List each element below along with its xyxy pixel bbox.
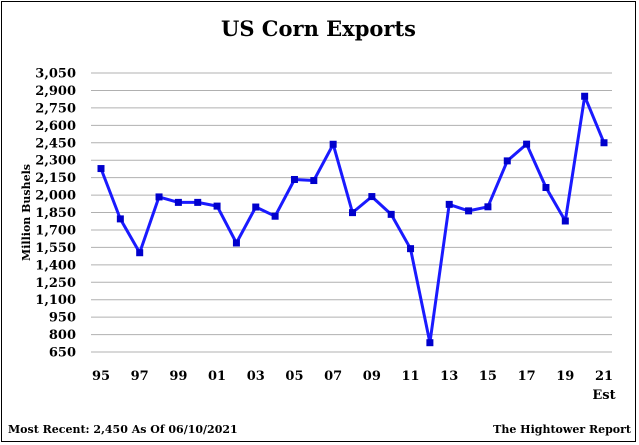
- y-tick-label: 650: [49, 346, 76, 361]
- y-tick-label: 950: [49, 311, 76, 326]
- data-point: [116, 215, 124, 223]
- x-tick-label: 15: [479, 369, 497, 384]
- gridlines: [91, 72, 612, 353]
- x-tick-label: 19: [556, 369, 574, 384]
- y-tick-label: 1,100: [35, 293, 76, 308]
- y-tick-label: 800: [49, 328, 76, 343]
- y-tick-labels: 650 800 950 1,100 1,250 1,400 1,550 1,700 1,850 2…: [35, 67, 76, 361]
- chart-title: US Corn Exports: [221, 16, 416, 41]
- data-point: [252, 203, 260, 211]
- series-line: [99, 94, 606, 345]
- x-tick-label: 03: [247, 369, 265, 384]
- y-tick-label: 2,750: [35, 101, 76, 116]
- data-point: [290, 175, 298, 183]
- y-tick-label: 1,700: [35, 223, 76, 238]
- x-tick-label: 95: [92, 369, 110, 384]
- y-tick-label: 1,250: [35, 276, 76, 291]
- data-point: [271, 212, 279, 220]
- x-tick-label: 99: [169, 369, 187, 384]
- data-point: [310, 177, 318, 185]
- y-tick-label: 1,550: [35, 241, 76, 256]
- y-tick-label: 2,600: [35, 119, 76, 134]
- x-tick-label: 97: [131, 369, 149, 384]
- y-tick-label: 1,850: [35, 206, 76, 221]
- data-point: [368, 193, 376, 201]
- x-tick-label: 17: [518, 369, 536, 384]
- x-tick-label: 21: [595, 369, 613, 384]
- data-point: [97, 165, 105, 173]
- x-tick-label: 09: [363, 369, 381, 384]
- data-point: [407, 245, 415, 253]
- footer-source: The Hightower Report: [493, 423, 631, 436]
- y-tick-label: 3,050: [35, 67, 76, 82]
- data-point: [155, 193, 163, 201]
- data-point: [503, 157, 511, 165]
- y-tick-label: 2,000: [35, 189, 76, 204]
- data-point: [387, 210, 395, 218]
- y-tick-label: 2,150: [35, 171, 76, 186]
- data-point: [349, 209, 356, 217]
- series-layer: [97, 92, 608, 347]
- data-point: [561, 217, 569, 225]
- y-tick-label: 2,300: [35, 154, 76, 169]
- y-tick-label: 2,450: [35, 136, 76, 151]
- x-tick-label: 07: [324, 369, 342, 384]
- data-point: [581, 92, 589, 100]
- x-tick-label: 01: [208, 369, 226, 384]
- x-tick-sublabel: Est: [592, 388, 615, 403]
- data-point: [542, 184, 550, 192]
- data-point: [213, 202, 221, 210]
- data-point: [484, 203, 492, 211]
- data-point: [194, 198, 202, 206]
- footer-most-recent: Most Recent: 2,450 As Of 06/10/2021: [8, 423, 238, 436]
- data-point: [329, 140, 337, 148]
- data-point: [174, 198, 182, 206]
- data-point: [426, 339, 434, 347]
- data-point: [445, 200, 453, 208]
- data-point: [136, 249, 144, 257]
- data-point: [465, 207, 473, 215]
- x-tick-label: 11: [401, 369, 419, 384]
- y-tick-label: 2,900: [35, 84, 76, 99]
- data-point: [523, 140, 531, 148]
- x-tick-label: 05: [285, 369, 303, 384]
- y-tick-label: 1,400: [35, 258, 76, 273]
- x-tick-label: 13: [440, 369, 458, 384]
- x-tick-labels: 95 97 99 01 03 05 07 09 11 13 15 17 19 21 Est: [92, 369, 616, 403]
- data-point: [232, 239, 240, 247]
- y-axis-title: Million Bushels: [20, 164, 33, 261]
- data-point: [600, 139, 608, 147]
